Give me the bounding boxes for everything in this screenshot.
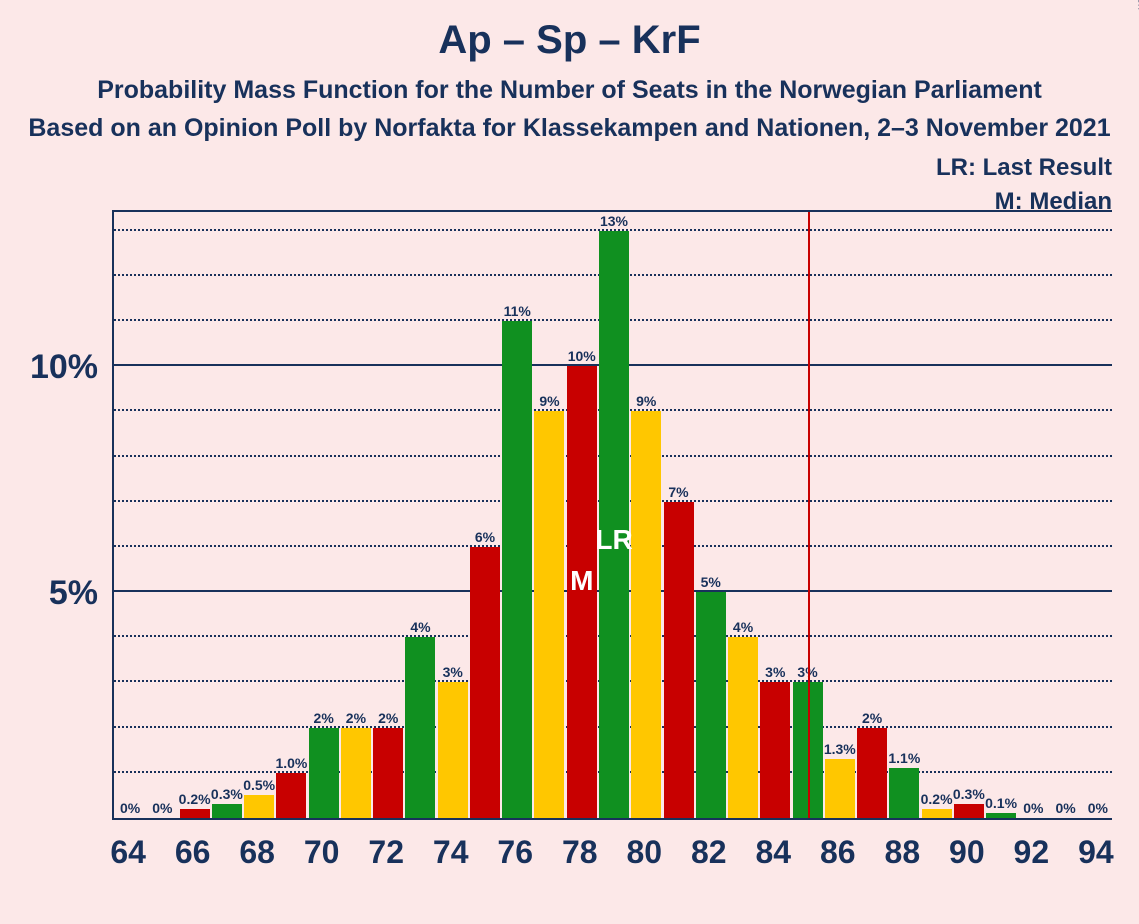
bar-value-label: 6%: [475, 529, 495, 545]
chart-plot-area: 0%0%0.2%0.3%0.5%1.0%2%2%2%4%3%6%11%9%10%…: [112, 210, 1112, 820]
bar-value-label: 2%: [862, 710, 882, 726]
bar-value-label: 2%: [346, 710, 366, 726]
bar-value-label: 9%: [636, 393, 656, 409]
copyright-text: © 2025 Filip van Laenen: [1135, 0, 1139, 10]
bar: [309, 728, 339, 818]
bar: [470, 547, 500, 818]
bar: [664, 502, 694, 818]
bar: [857, 728, 887, 818]
bar-value-label: 0.3%: [953, 786, 985, 802]
lr-marker: LR: [595, 524, 632, 556]
bar: [341, 728, 371, 818]
chart-title-sub1: Probability Mass Function for the Number…: [0, 76, 1139, 105]
x-axis-label: 92: [1014, 834, 1050, 871]
bar-value-label: 4%: [733, 619, 753, 635]
bar-value-label: 10%: [568, 348, 596, 364]
x-axis-label: 64: [110, 834, 146, 871]
x-axis-label: 88: [885, 834, 921, 871]
bar: [922, 809, 952, 818]
bar-value-label: 1.0%: [275, 755, 307, 771]
legend-last-result: LR: Last Result: [936, 154, 1112, 182]
bar-value-label: 2%: [314, 710, 334, 726]
bar-value-label: 0.5%: [243, 777, 275, 793]
bar: [889, 768, 919, 818]
x-axis-label: 74: [433, 834, 469, 871]
bar-value-label: 0%: [1023, 800, 1043, 816]
bar: [954, 804, 984, 818]
bar-value-label: 2%: [378, 710, 398, 726]
bar: [631, 411, 661, 818]
x-axis-label: 94: [1078, 834, 1114, 871]
chart-title-main: Ap – Sp – KrF: [0, 18, 1139, 63]
bar-value-label: 0%: [120, 800, 140, 816]
y-axis-label: 5%: [0, 574, 98, 613]
bar-value-label: 1.3%: [824, 741, 856, 757]
x-axis-label: 66: [175, 834, 211, 871]
x-axis-label: 78: [562, 834, 598, 871]
bar: [502, 321, 532, 818]
x-axis-label: 68: [239, 834, 275, 871]
x-axis-label: 82: [691, 834, 727, 871]
bar: [986, 813, 1016, 818]
bar-value-label: 5%: [701, 574, 721, 590]
chart-title-sub2: Based on an Opinion Poll by Norfakta for…: [0, 114, 1139, 143]
bar-value-label: 0.3%: [211, 786, 243, 802]
bar-value-label: 0.2%: [921, 791, 953, 807]
x-axis-label: 80: [626, 834, 662, 871]
bar-value-label: 3%: [443, 664, 463, 680]
bar: [728, 637, 758, 818]
bar-value-label: 13%: [600, 213, 628, 229]
bar: [373, 728, 403, 818]
bar: [760, 682, 790, 818]
x-axis-label: 84: [755, 834, 791, 871]
median-marker: M: [570, 565, 593, 597]
bar: [276, 773, 306, 818]
bar: [212, 804, 242, 818]
bar: [180, 809, 210, 818]
bar-value-label: 7%: [668, 484, 688, 500]
x-axis-label: 86: [820, 834, 856, 871]
bar-value-label: 4%: [410, 619, 430, 635]
bar: [244, 795, 274, 818]
bar: [438, 682, 468, 818]
legend-median: M: Median: [995, 188, 1112, 216]
y-axis-label: 10%: [0, 348, 98, 387]
bar-value-label: 3%: [765, 664, 785, 680]
bar-value-label: 0%: [1088, 800, 1108, 816]
bar-value-label: 11%: [504, 303, 531, 319]
bar-value-label: 1.1%: [888, 750, 920, 766]
majority-line: [808, 212, 810, 818]
bar-value-label: 0%: [152, 800, 172, 816]
x-axis-label: 76: [497, 834, 533, 871]
x-axis-label: 72: [368, 834, 404, 871]
bar: [534, 411, 564, 818]
bar: [696, 592, 726, 818]
bar-value-label: 0%: [1055, 800, 1075, 816]
x-axis-label: 90: [949, 834, 985, 871]
bar: [825, 759, 855, 818]
bar-value-label: 0.2%: [179, 791, 211, 807]
bar: [405, 637, 435, 818]
x-axis-label: 70: [304, 834, 340, 871]
bar-value-label: 0.1%: [985, 795, 1017, 811]
bar-value-label: 9%: [539, 393, 559, 409]
